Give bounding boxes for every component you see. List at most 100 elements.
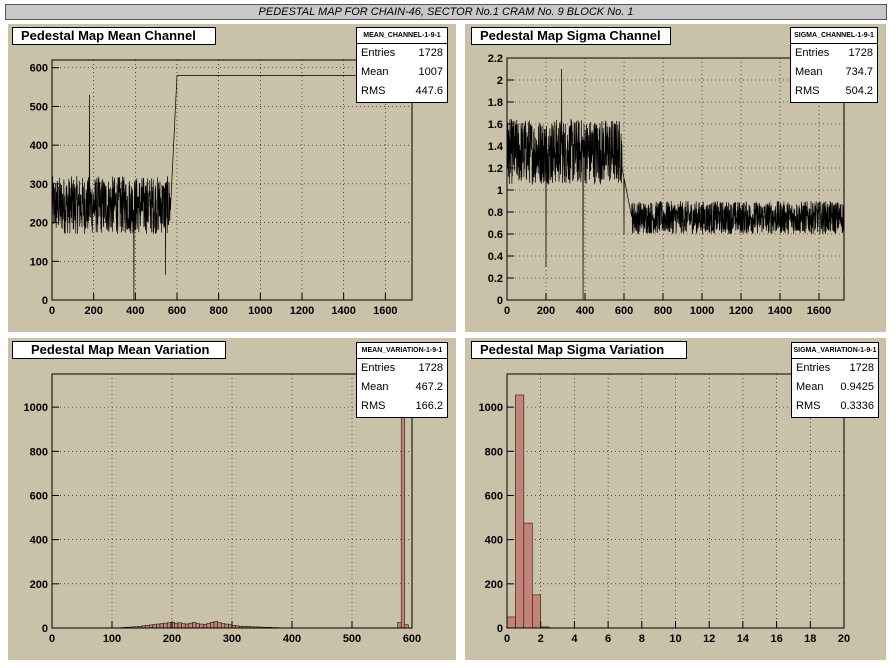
pad-sigma-channel[interactable]: 0 200 400 600 800 1000 1200 1400 1600 0 0.2 0.4 0.6 0…	[465, 24, 886, 332]
series-line	[51, 75, 412, 301]
stats-rms: 0.3336	[840, 400, 874, 412]
stats-rms: 447.6	[415, 85, 443, 97]
histogram-bar	[210, 622, 215, 629]
canvas-title: PEDESTAL MAP FOR CHAIN-46, SECTOR No.1 C…	[5, 4, 887, 20]
series-line	[506, 68, 845, 301]
histogram-bar	[152, 624, 157, 629]
x-tick-label: 300	[223, 633, 241, 645]
pad-mean-channel[interactable]: 0 200 400 600 800 1000 1200 1400 1600 0 100 200 300 4…	[8, 24, 456, 332]
chart-title: Pedestal Map Mean Channel	[12, 27, 216, 45]
y-tick-label: 100	[30, 256, 48, 268]
x-tick-label: 400	[283, 633, 301, 645]
y-tick-label: 200	[30, 218, 48, 230]
y-tick-label: 0.4	[488, 251, 504, 263]
pad-sigma-variation[interactable]: 0 2 4 6 8 10 12 14 16 18 20 0 200 400 600 800 1000 Pedes…	[465, 338, 886, 660]
histogram-bar	[397, 622, 402, 629]
x-tick-label: 1400	[768, 305, 792, 317]
histogram-bar	[206, 622, 211, 629]
chart-title: Pedestal Map Sigma Channel	[471, 27, 671, 45]
histogram-bar	[177, 622, 182, 629]
histogram-bar	[174, 622, 179, 629]
stats-label: Mean	[361, 381, 389, 393]
histogram-bar	[181, 623, 186, 629]
stats-label: Mean	[796, 381, 824, 393]
plot-frame	[506, 373, 845, 629]
y-tick-label: 600	[485, 490, 503, 502]
plot-frame	[51, 59, 413, 301]
stats-label: Entries	[361, 362, 396, 374]
sigma-channel-plot: 0 200 400 600 800 1000 1200 1400 1600 0 0.2 0.4 0.6 0…	[488, 53, 845, 317]
stats-rms-row: RMS 0.3336	[792, 397, 878, 416]
x-tick-label: 400	[126, 305, 144, 317]
histogram-bar	[163, 622, 168, 629]
stats-label: RMS	[361, 85, 386, 97]
x-tick-label: 0	[504, 305, 510, 317]
x-tick-label: 400	[576, 305, 594, 317]
stats-name: MEAN_CHANNEL-1-9-1	[357, 28, 447, 44]
y-tick-label: 1.2	[488, 163, 503, 175]
stats-mean-row: Mean 734.7	[791, 63, 877, 82]
histogram-bar	[170, 622, 175, 629]
y-tick-label: 0	[42, 295, 48, 307]
histogram-bar	[213, 621, 218, 629]
stats-label: Entries	[361, 47, 396, 59]
stats-label: RMS	[796, 400, 821, 412]
x-tick-label: 600	[403, 633, 421, 645]
pad-mean-variation[interactable]: 0 100 200 300 400 500 600 0 200 400 600 800 1000 Ped…	[8, 338, 456, 660]
y-tick-label: 0.8	[488, 207, 503, 219]
chart-title: Pedestal Map Sigma Variation	[471, 341, 687, 359]
y-tick-label: 1.4	[488, 141, 504, 153]
y-tick-label: 1.8	[488, 97, 503, 109]
histogram-bar	[220, 623, 226, 629]
x-tick-label: 200	[163, 633, 181, 645]
x-tick-label: 200	[537, 305, 555, 317]
histogram-bar	[202, 624, 208, 629]
stats-name: SIGMA_CHANNEL-1-9-1	[791, 28, 877, 44]
stats-rms-row: RMS 504.2	[791, 82, 877, 101]
y-tick-label: 200	[30, 579, 48, 591]
stats-mean: 467.2	[415, 381, 443, 393]
y-tick-label: 0.6	[488, 229, 503, 241]
x-tick-label: 1000	[690, 305, 714, 317]
histogram-bar	[192, 622, 197, 629]
x-tick-label: 16	[770, 633, 782, 645]
histogram-bar	[217, 622, 222, 629]
plot-frame	[506, 57, 845, 301]
stats-label: Entries	[795, 47, 830, 59]
y-tick-label: 1.6	[488, 119, 503, 131]
x-tick-label: 2	[538, 633, 544, 645]
y-tick-label: 0.2	[488, 273, 503, 285]
stats-label: RMS	[795, 85, 820, 97]
stats-mean: 1007	[418, 66, 443, 78]
stats-rms: 504.2	[845, 85, 873, 97]
x-tick-label: 800	[654, 305, 672, 317]
x-tick-label: 14	[737, 633, 750, 645]
stats-box: MEAN_VARIATION-1-9-1 Entries 1728 Mean 467…	[356, 342, 448, 418]
x-tick-label: 0	[49, 305, 55, 317]
x-tick-label: 600	[615, 305, 633, 317]
x-tick-label: 12	[703, 633, 715, 645]
stats-mean-row: Mean 0.9425	[792, 378, 878, 397]
stats-box: MEAN_CHANNEL-1-9-1 Entries 1728 Mean 1007 …	[356, 27, 448, 103]
stats-label: Entries	[796, 362, 831, 374]
histogram-bar	[532, 594, 541, 629]
histogram-bar	[199, 623, 204, 629]
y-tick-label: 400	[485, 535, 503, 547]
stats-mean-row: Mean 1007	[357, 63, 447, 82]
stats-entries-row: Entries 1728	[357, 359, 447, 378]
x-tick-label: 0	[49, 633, 55, 645]
stats-entries-row: Entries 1728	[791, 44, 877, 63]
stats-label: Mean	[795, 66, 823, 78]
y-tick-label: 500	[30, 101, 48, 113]
x-tick-label: 6	[605, 633, 611, 645]
x-tick-label: 200	[84, 305, 102, 317]
x-tick-label: 18	[804, 633, 816, 645]
y-tick-label: 2.2	[488, 53, 503, 65]
histogram-bar	[224, 623, 229, 629]
y-tick-label: 400	[30, 140, 48, 152]
histogram-bar	[188, 622, 193, 629]
x-tick-label: 20	[838, 633, 850, 645]
stats-name: SIGMA_VARIATION-1-9-1	[792, 343, 878, 359]
y-tick-label: 0	[497, 623, 503, 635]
